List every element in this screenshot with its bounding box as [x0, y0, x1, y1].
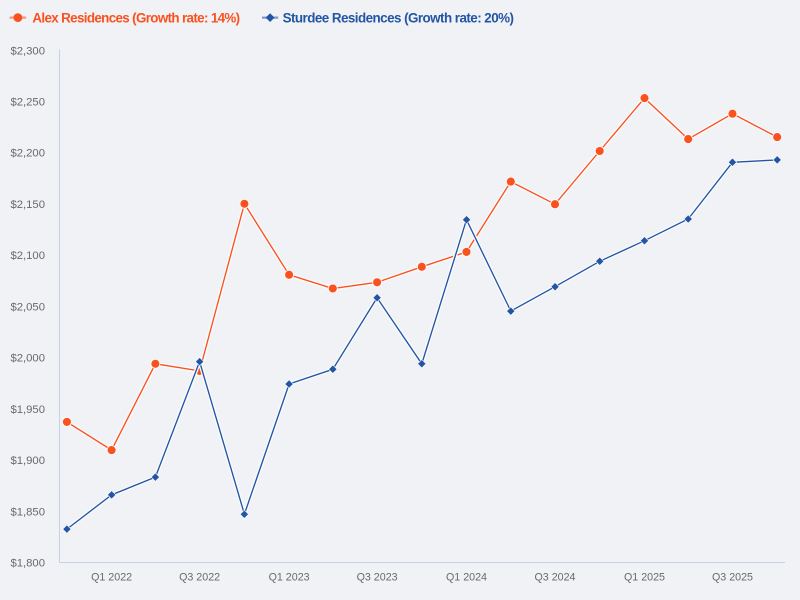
svg-text:Q1 2024: Q1 2024 [446, 571, 487, 583]
svg-text:$1,800: $1,800 [10, 558, 45, 570]
svg-text:Sturdee Residences (Growth rat: Sturdee Residences (Growth rate: 20%) [283, 11, 514, 26]
svg-text:Q1 2023: Q1 2023 [269, 571, 310, 583]
svg-text:Q1 2022: Q1 2022 [91, 571, 132, 583]
svg-text:$2,050: $2,050 [10, 301, 45, 313]
svg-text:$2,300: $2,300 [10, 45, 45, 57]
svg-text:$1,950: $1,950 [10, 404, 45, 416]
svg-text:Q3 2022: Q3 2022 [179, 571, 220, 583]
svg-text:Q1 2025: Q1 2025 [624, 571, 665, 583]
svg-text:Q3 2024: Q3 2024 [534, 571, 575, 583]
svg-text:Alex Residences (Growth rate:: Alex Residences (Growth rate: 14%) [32, 11, 239, 26]
svg-text:$2,200: $2,200 [10, 148, 45, 160]
svg-text:$2,000: $2,000 [10, 353, 45, 365]
svg-text:$1,900: $1,900 [10, 455, 45, 467]
svg-text:$2,250: $2,250 [10, 97, 45, 109]
svg-text:$1,850: $1,850 [10, 506, 45, 518]
svg-text:$2,100: $2,100 [10, 250, 45, 262]
svg-text:Q3 2025: Q3 2025 [712, 571, 753, 583]
svg-text:Q3 2023: Q3 2023 [357, 571, 398, 583]
svg-text:$2,150: $2,150 [10, 199, 45, 211]
